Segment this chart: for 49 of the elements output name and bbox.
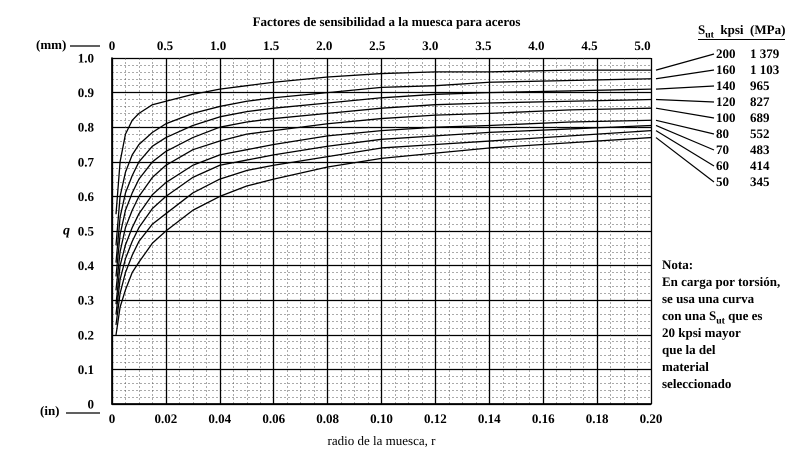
y-tick-label: 0.2 bbox=[78, 327, 94, 342]
x2-tick-label: 4.5 bbox=[581, 38, 598, 53]
x2-tick-label: 5.0 bbox=[634, 38, 651, 53]
x-tick-label: 0.14 bbox=[478, 411, 502, 426]
text: 60 414 bbox=[716, 158, 770, 173]
y-tick-label: 0.6 bbox=[78, 188, 94, 204]
y-tick-label: 0.7 bbox=[78, 154, 94, 170]
x-tick-label: 0.10 bbox=[370, 411, 393, 426]
x2-tick-label: 3.0 bbox=[422, 38, 438, 53]
legend-title: S$_{ut}$ kpsi (MPa) bbox=[698, 22, 786, 41]
x-tick-label: 0.16 bbox=[532, 411, 556, 426]
y-tick-label: 0.1 bbox=[78, 362, 94, 377]
x-tick-label: 0.06 bbox=[262, 411, 286, 426]
x-tick-label: 0 bbox=[108, 411, 116, 426]
text: (in) bbox=[40, 403, 60, 419]
y-tick-label: 0.9 bbox=[78, 85, 94, 100]
x2-tick-label: 2.5 bbox=[369, 38, 386, 53]
x-tick-label: 0.04 bbox=[208, 411, 232, 426]
legend-label: 120 827 bbox=[716, 94, 770, 110]
legend-label: 160 1 103 bbox=[716, 62, 780, 78]
x-tick-label: 0.20 bbox=[640, 411, 662, 426]
y-axis-title: q bbox=[63, 224, 70, 238]
x2-tick-label: 4.0 bbox=[528, 38, 545, 53]
text: 50 345 bbox=[716, 174, 770, 189]
text: 70 483 bbox=[716, 142, 770, 157]
y-tick-label: 0.3 bbox=[78, 292, 94, 308]
legend-label: 100 689 bbox=[716, 110, 770, 126]
y-tick-label: 0.4 bbox=[78, 258, 94, 274]
legend-label: 200 1 379 bbox=[716, 46, 780, 62]
x-tick-label: 0.12 bbox=[424, 411, 447, 426]
x2-tick-label: 1.0 bbox=[210, 38, 226, 53]
y-tick-label: 0.5 bbox=[78, 224, 94, 238]
x-tick-label: 0.02 bbox=[154, 411, 178, 426]
x-axis-title: radio de la muesca, r bbox=[328, 433, 436, 448]
x2-tick-label: 3.5 bbox=[475, 38, 492, 53]
x2-tick-label: 1.5 bbox=[263, 38, 280, 53]
y-tick-label: 0.8 bbox=[78, 120, 94, 135]
y-tick-label: 1.0 bbox=[78, 50, 94, 66]
legend-label: 140 965 bbox=[716, 78, 770, 94]
x2-tick-label: 0.5 bbox=[156, 38, 174, 53]
x2-axis-title: (mm) bbox=[36, 37, 66, 53]
chart-title: Factores de sensibilidad a la muesca para aceros bbox=[252, 14, 520, 29]
x2-tick-label: 0 bbox=[108, 38, 116, 53]
y-tick-label: 0 bbox=[88, 396, 94, 412]
x-tick-label: 0.18 bbox=[586, 411, 609, 426]
text: Nota: En carga por torsión, se usa una curva con una S$_{ut}$ que es 20 kpsi mayor que la del material seleccionado bbox=[662, 257, 780, 391]
x2-tick-label: 2.0 bbox=[316, 38, 332, 53]
x-tick-label: 0.08 bbox=[316, 411, 340, 426]
text: 80 552 bbox=[716, 126, 770, 141]
